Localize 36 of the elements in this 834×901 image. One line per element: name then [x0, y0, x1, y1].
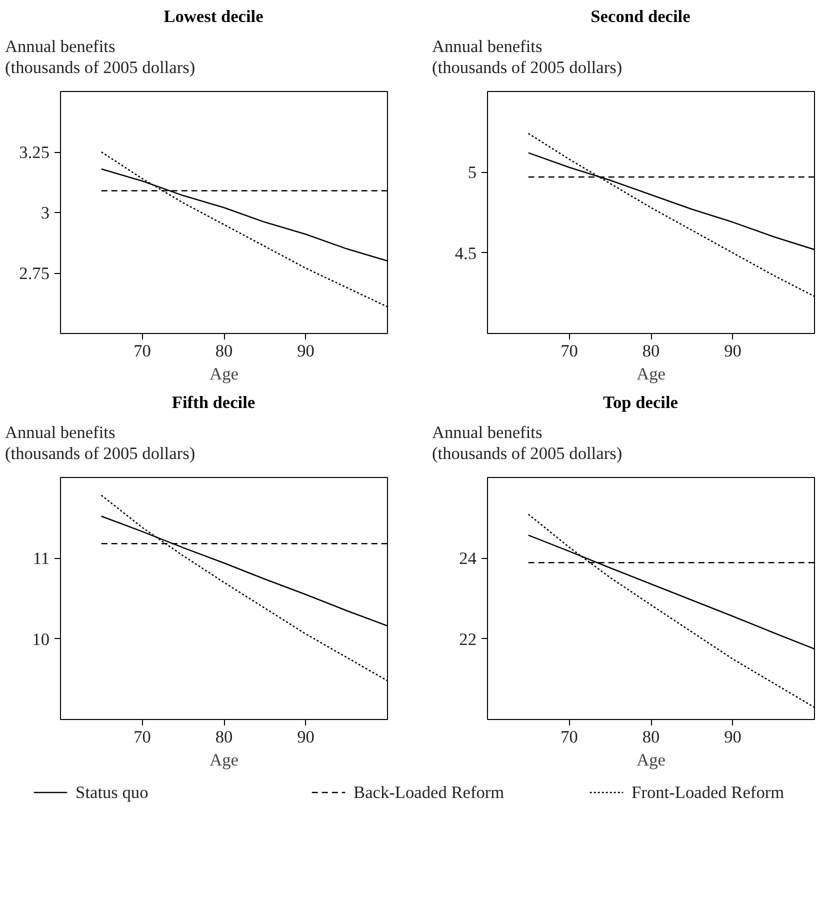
y-tick-label: 3 — [40, 204, 50, 222]
y-axis-title: Annual benefits (thousands of 2005 dollars) — [432, 423, 622, 465]
x-axis-title: Age — [210, 750, 239, 770]
x-axis-title: Age — [210, 364, 239, 384]
y-tick-label: 24 — [459, 549, 477, 568]
x-tick-label: 70 — [560, 728, 578, 746]
y-tick-label: 11 — [32, 549, 50, 568]
legend-label: Back-Loaded Reform — [354, 783, 505, 802]
chart-title: Second decile — [590, 7, 690, 26]
x-tick-label: 80 — [642, 342, 660, 360]
y-tick-label: 5 — [468, 163, 477, 182]
x-tick-label: 70 — [134, 342, 151, 360]
chart-title: Lowest decile — [164, 7, 264, 26]
legend-label: Status quo — [76, 783, 148, 802]
x-tick-label: 90 — [297, 342, 314, 360]
x-tick-label: 80 — [642, 728, 660, 746]
y-axis-title: Annual benefits (thousands of 2005 dollars) — [5, 37, 196, 79]
x-tick-label: 80 — [215, 728, 233, 746]
chart-title: Top decile — [603, 393, 678, 412]
legend-label: Front-Loaded Reform — [632, 783, 785, 802]
y-tick-label: 22 — [459, 630, 476, 649]
x-tick-label: 70 — [560, 342, 578, 360]
x-tick-label: 90 — [724, 728, 742, 746]
chart-title: Fifth decile — [172, 393, 256, 412]
y-tick-label: 2.75 — [19, 264, 50, 283]
x-tick-label: 90 — [724, 342, 742, 360]
y-tick-label: 3.25 — [19, 143, 50, 162]
x-tick-label: 80 — [215, 342, 233, 360]
x-tick-label: 90 — [297, 728, 314, 746]
x-axis-title: Age — [636, 750, 666, 770]
y-axis-title: Annual benefits (thousands of 2005 dollars) — [5, 423, 196, 465]
x-axis-title: Age — [636, 364, 666, 384]
y-axis-title: Annual benefits (thousands of 2005 dollars) — [432, 37, 622, 79]
x-tick-label: 70 — [134, 728, 151, 746]
y-tick-label: 4.5 — [454, 244, 477, 263]
y-tick-label: 10 — [32, 630, 50, 649]
